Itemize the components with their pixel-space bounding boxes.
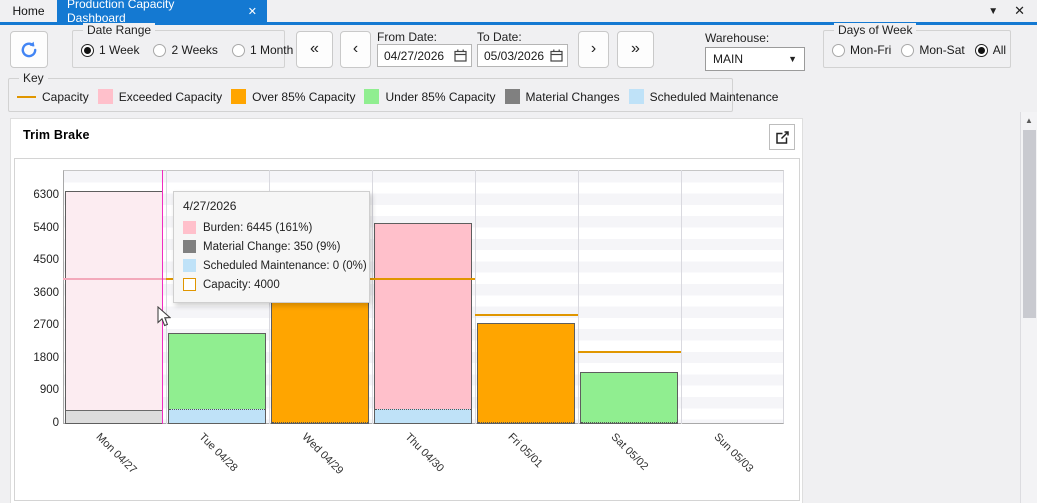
from-date-value: 04/27/2026	[384, 49, 444, 63]
legend-swatch	[17, 96, 36, 98]
tooltip-row: Burden: 6445 (161%)	[183, 221, 360, 234]
tooltip-swatch	[183, 278, 196, 291]
radio-label: All	[993, 43, 1006, 57]
calendar-icon[interactable]	[454, 49, 467, 62]
tab-production-capacity-dashboard[interactable]: Production Capacity Dashboard ✕	[57, 0, 267, 22]
tooltip-row: Capacity: 4000	[183, 278, 360, 291]
legend-swatch	[231, 89, 246, 104]
date-range-group: Date Range 1 Week2 Weeks1 Month	[72, 30, 285, 68]
warehouse-value: MAIN	[713, 52, 743, 66]
key-group: Key CapacityExceeded CapacityOver 85% Ca…	[8, 78, 733, 112]
tooltip-row-label: Scheduled Maintenance: 0 (0%)	[203, 260, 367, 272]
from-date-label: From Date:	[377, 30, 437, 44]
radio-label: 1 Month	[250, 43, 293, 57]
chart-title: Trim Brake	[23, 128, 90, 142]
radio-label: Mon-Fri	[850, 43, 891, 57]
open-in-new-window-icon	[775, 130, 790, 145]
days-of-week-label: Days of Week	[834, 23, 916, 37]
tooltip-row-label: Material Change: 350 (9%)	[203, 241, 340, 253]
radio-date-range-1-week[interactable]: 1 Week	[81, 43, 139, 57]
radio-label: 1 Week	[99, 43, 139, 57]
key-label: Key	[19, 71, 48, 85]
radio-dot	[901, 44, 914, 57]
radio-dot	[232, 44, 245, 57]
tooltip-row: Material Change: 350 (9%)	[183, 240, 360, 253]
vertical-scrollbar[interactable]: ▲	[1020, 112, 1037, 503]
legend-item: Material Changes	[505, 89, 620, 104]
tooltip-swatch	[183, 240, 196, 253]
radio-dot	[832, 44, 845, 57]
radio-label: Mon-Sat	[919, 43, 964, 57]
scrollbar-thumb[interactable]	[1023, 130, 1036, 318]
tab-strip: Home Production Capacity Dashboard ✕ ▼ ✕	[0, 0, 1037, 22]
legend-label: Over 85% Capacity	[252, 90, 355, 104]
calendar-icon[interactable]	[550, 49, 563, 62]
legend-swatch	[629, 89, 644, 104]
tooltip-swatch	[183, 221, 196, 234]
legend-label: Under 85% Capacity	[385, 90, 495, 104]
app-window: Home Production Capacity Dashboard ✕ ▼ ✕…	[0, 0, 1037, 503]
legend-label: Scheduled Maintenance	[650, 90, 779, 104]
chart-panel: Trim Brake	[10, 118, 803, 503]
to-date-label: To Date:	[477, 30, 522, 44]
tab-home[interactable]: Home	[0, 0, 57, 22]
nav-first-button[interactable]: «	[296, 31, 333, 68]
mouse-cursor	[157, 306, 171, 327]
radio-date-range-1-month[interactable]: 1 Month	[232, 43, 293, 57]
warehouse-select[interactable]: MAIN ▼	[705, 47, 805, 71]
nav-last-button[interactable]: »	[617, 31, 654, 68]
expand-chart-button[interactable]	[769, 124, 795, 150]
refresh-button[interactable]	[10, 31, 48, 68]
legend-swatch	[364, 89, 379, 104]
tooltip-row-label: Capacity: 4000	[203, 279, 280, 291]
tab-close-icon[interactable]: ✕	[248, 5, 257, 18]
date-range-label: Date Range	[83, 23, 155, 37]
from-date-input[interactable]: 04/27/2026	[377, 44, 472, 67]
scroll-up-icon[interactable]: ▲	[1021, 116, 1037, 125]
tooltip-swatch	[183, 259, 196, 272]
radio-date-range-2-weeks[interactable]: 2 Weeks	[153, 43, 217, 57]
radio-days-of-week-all[interactable]: All	[975, 43, 1006, 57]
to-date-input[interactable]: 05/03/2026	[477, 44, 568, 67]
warehouse-label: Warehouse:	[705, 31, 769, 45]
chart-tooltip: 4/27/2026 Burden: 6445 (161%) Material Ch…	[173, 191, 370, 303]
legend-item: Scheduled Maintenance	[629, 89, 779, 104]
radio-label: 2 Weeks	[171, 43, 217, 57]
legend-item: Over 85% Capacity	[231, 89, 355, 104]
legend-item: Under 85% Capacity	[364, 89, 495, 104]
to-date-value: 05/03/2026	[484, 49, 544, 63]
legend-item: Exceeded Capacity	[98, 89, 222, 104]
radio-days-of-week-mon-sat[interactable]: Mon-Sat	[901, 43, 964, 57]
refresh-icon	[19, 40, 39, 60]
radio-dot	[153, 44, 166, 57]
radio-dot	[81, 44, 94, 57]
legend-label: Capacity	[42, 90, 89, 104]
radio-days-of-week-mon-fri[interactable]: Mon-Fri	[832, 43, 891, 57]
window-close-icon[interactable]: ✕	[1014, 3, 1025, 19]
legend-swatch	[505, 89, 520, 104]
tooltip-row-label: Burden: 6445 (161%)	[203, 222, 312, 234]
chart-plot-container	[14, 158, 800, 501]
radio-dot	[975, 44, 988, 57]
legend-swatch	[98, 89, 113, 104]
legend-item: Capacity	[17, 90, 89, 104]
tooltip-date: 4/27/2026	[183, 199, 360, 213]
legend-label: Material Changes	[526, 90, 620, 104]
chevron-down-icon: ▼	[788, 54, 797, 64]
tab-list-dropdown-icon[interactable]: ▼	[988, 6, 998, 17]
nav-next-button[interactable]: ›	[578, 31, 609, 68]
days-of-week-group: Days of Week Mon-FriMon-SatAll	[823, 30, 1011, 68]
nav-prev-button[interactable]: ‹	[340, 31, 371, 68]
legend-label: Exceeded Capacity	[119, 90, 222, 104]
tooltip-row: Scheduled Maintenance: 0 (0%)	[183, 259, 360, 272]
